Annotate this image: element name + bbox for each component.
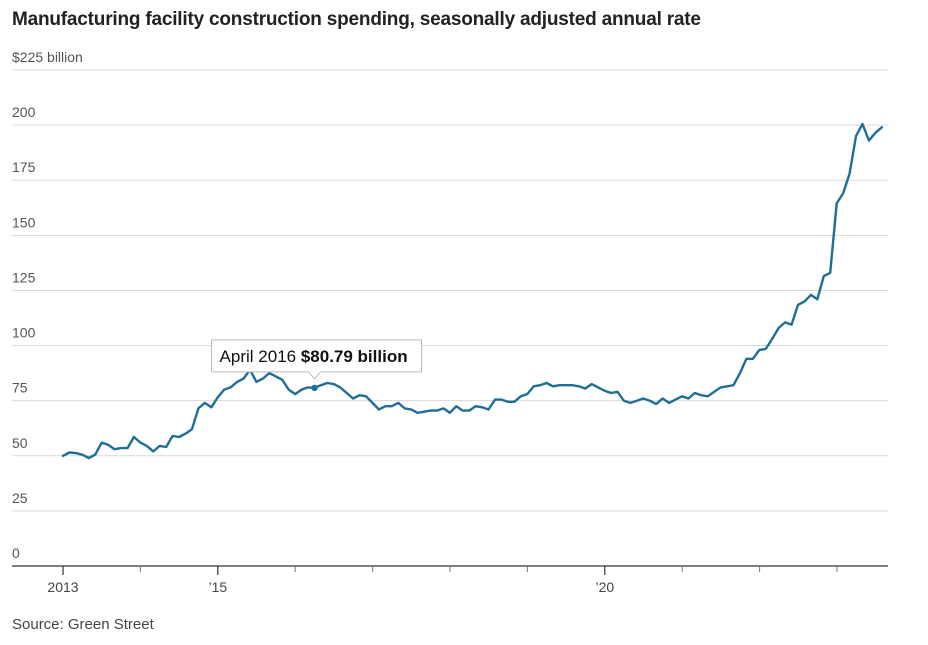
annotation-marker	[311, 384, 318, 392]
y-tick-label: 50	[12, 435, 28, 451]
y-tick-label: 25	[12, 490, 28, 506]
y-tick-label: 175	[12, 159, 36, 175]
x-tick-label: ’20	[595, 579, 614, 595]
x-axis: 2013 ’15 ’20	[12, 565, 888, 595]
annotation-date: April 2016	[220, 347, 301, 366]
annotation-value: $80.79 billion	[301, 347, 408, 366]
y-tick-label: 100	[12, 325, 36, 341]
y-axis-tick-labels: 0 25 50 75 100 125 150 175 200 $225 billion	[12, 49, 83, 561]
annotation-label: April 2016 $80.79 billion	[220, 347, 408, 366]
series-line-group	[61, 122, 883, 460]
y-tick-label: 150	[12, 214, 36, 230]
gridlines	[12, 69, 888, 512]
x-tick-label: 2013	[47, 579, 78, 595]
y-tick-label: 0	[12, 545, 20, 561]
annotation-tooltip-box	[211, 339, 423, 380]
y-tick-label: $225 billion	[12, 49, 83, 65]
chart-title: Manufacturing facility construction spen…	[12, 9, 701, 30]
y-tick-label: 125	[12, 269, 36, 285]
annotation-group: April 2016 $80.79 billion	[211, 339, 423, 392]
source-note: Source: Green Street	[12, 616, 154, 633]
x-tick-label: ’15	[208, 579, 227, 595]
y-tick-label: 200	[12, 104, 36, 120]
y-tick-label: 75	[12, 380, 28, 396]
series-line	[61, 122, 883, 460]
